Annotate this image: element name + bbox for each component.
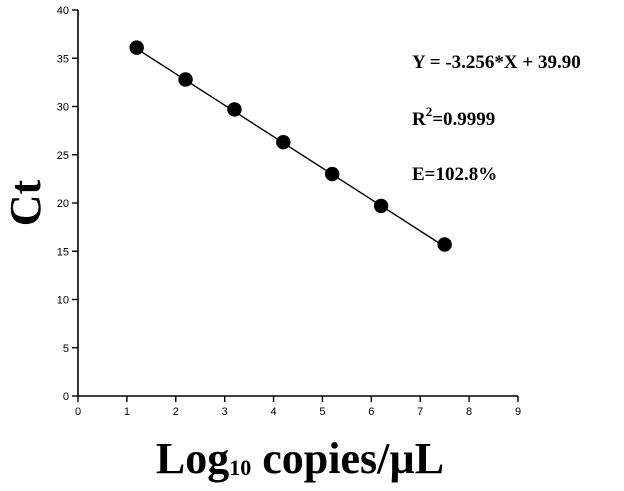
- y-tick-label: 0: [63, 391, 69, 403]
- x-tick-label: 7: [417, 406, 423, 418]
- y-tick-label: 20: [57, 198, 69, 210]
- efficiency-annotation: E=102.8%: [412, 164, 497, 185]
- data-point: [437, 237, 452, 252]
- y-tick-label: 30: [57, 102, 69, 114]
- r2-prefix: R: [412, 109, 426, 130]
- x-tick-label: 3: [222, 406, 228, 418]
- y-axis-title: Ct: [1, 179, 50, 226]
- y-tick-label: 15: [57, 246, 69, 258]
- y-tick-label: 5: [63, 343, 69, 355]
- y-tick-label: 25: [57, 150, 69, 162]
- x-axis-title: Log10 copies/µL: [156, 434, 444, 483]
- data-point: [373, 198, 389, 214]
- r2-annotation: R2=0.9999: [412, 104, 495, 130]
- x-tick-label: 8: [466, 406, 472, 418]
- x-axis-title-main: Log: [156, 434, 229, 483]
- x-axis-title-subscript: 10: [229, 455, 251, 480]
- data-point: [129, 40, 144, 55]
- x-tick-label: 9: [515, 406, 521, 418]
- x-axis-title-rest: copies/µL: [251, 434, 444, 483]
- y-tick-label: 10: [57, 295, 69, 307]
- axes: 0 5 10 15 20 25 30 35 40 0 1 2 3 4 5 6 7 8 9: [57, 5, 521, 418]
- y-tick-label: 40: [57, 5, 69, 17]
- equation-annotation: Y = -3.256*X + 39.90: [412, 52, 581, 73]
- data-point: [227, 102, 242, 117]
- x-tick-label: 4: [270, 406, 276, 418]
- x-tick-label: 6: [368, 406, 374, 418]
- data-point: [325, 166, 340, 182]
- data-points: [129, 40, 452, 252]
- x-tick-label: 1: [124, 406, 130, 418]
- x-tick-label: 5: [319, 406, 325, 418]
- data-point: [276, 135, 291, 150]
- y-tick-label: 35: [57, 53, 69, 65]
- x-tick-label: 2: [173, 406, 179, 418]
- r2-value: =0.9999: [432, 109, 495, 130]
- data-point: [178, 72, 193, 87]
- x-tick-label: 0: [75, 406, 81, 418]
- r2-superscript: 2: [426, 104, 433, 119]
